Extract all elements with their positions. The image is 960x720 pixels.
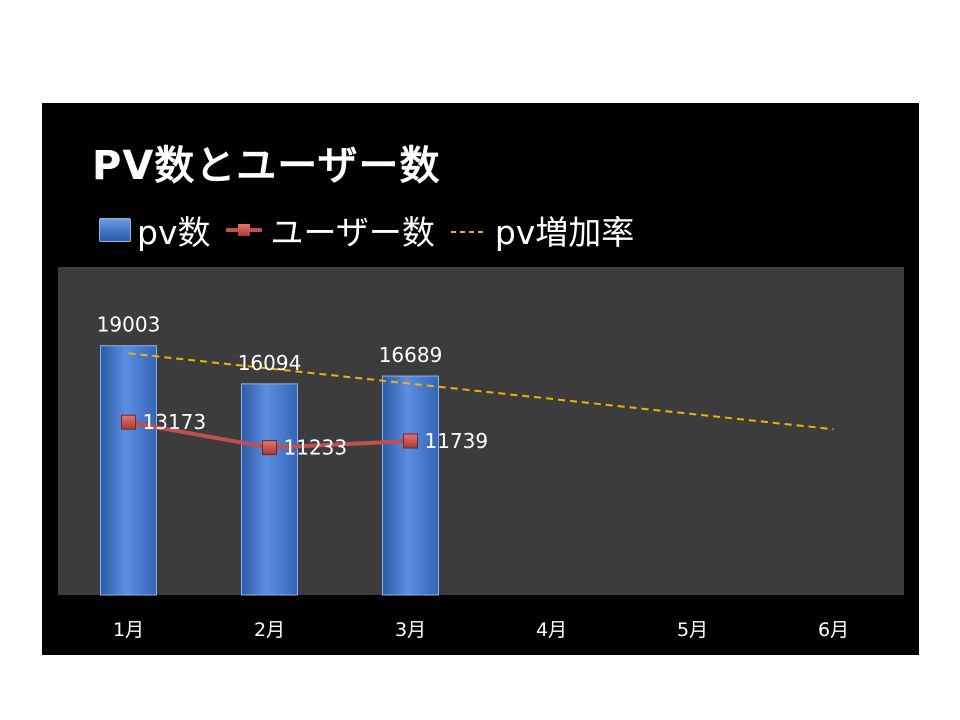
x-axis-ticks: 1月 2月 3月 4月 5月 6月 xyxy=(113,619,849,641)
x-tick-label-1: 2月 xyxy=(254,619,285,641)
bar-value-label-0: 19003 xyxy=(97,313,161,337)
bar-2 xyxy=(382,375,439,596)
chart-frame: 19003 16094 16689 13173 11233 11739 1月 2月 3月 4月 5… xyxy=(42,103,919,655)
legend-item-pv: pv数 xyxy=(99,206,210,254)
x-tick-label-3: 4月 xyxy=(536,619,567,641)
data-labels: 19003 16094 16689 13173 11233 11739 xyxy=(97,313,488,460)
chart-title: PV数とユーザー数 xyxy=(92,143,441,189)
x-tick-label-2: 3月 xyxy=(395,619,426,641)
bar-1 xyxy=(241,383,298,596)
legend-swatch-trend xyxy=(450,231,487,233)
line-series xyxy=(121,414,418,456)
bar-value-label-2: 16689 xyxy=(379,343,443,367)
trendline-series xyxy=(128,352,834,431)
chart-canvas: 19003 16094 16689 13173 11233 11739 1月 2月 3月 4月 5… xyxy=(58,267,904,641)
legend-label-trend: pv増加率 xyxy=(494,213,635,252)
user-value-label-0: 13173 xyxy=(143,410,207,434)
trendline xyxy=(128,352,834,431)
legend: pv数 ユーザー数 pv増加率 xyxy=(99,210,648,252)
plot-area xyxy=(58,267,904,595)
bar-series xyxy=(100,345,439,596)
user-marker-2 xyxy=(403,433,418,449)
legend-label-pv: pv数 xyxy=(137,213,211,252)
x-tick-label-0: 1月 xyxy=(113,619,144,641)
user-marker-0 xyxy=(121,414,136,430)
x-tick-label-4: 5月 xyxy=(677,619,708,641)
legend-item-trend: pv増加率 xyxy=(449,206,634,254)
legend-swatch-line xyxy=(226,224,263,236)
legend-item-users: ユーザー数 xyxy=(224,206,435,254)
legend-swatch-bar xyxy=(99,218,131,242)
x-tick-label-5: 6月 xyxy=(818,619,849,641)
bar-value-label-1: 16094 xyxy=(238,351,302,375)
legend-label-users: ユーザー数 xyxy=(270,213,435,252)
user-marker-1 xyxy=(262,440,277,456)
user-value-label-2: 11739 xyxy=(425,429,489,453)
user-value-label-1: 11233 xyxy=(284,436,348,460)
bar-0 xyxy=(100,345,157,596)
